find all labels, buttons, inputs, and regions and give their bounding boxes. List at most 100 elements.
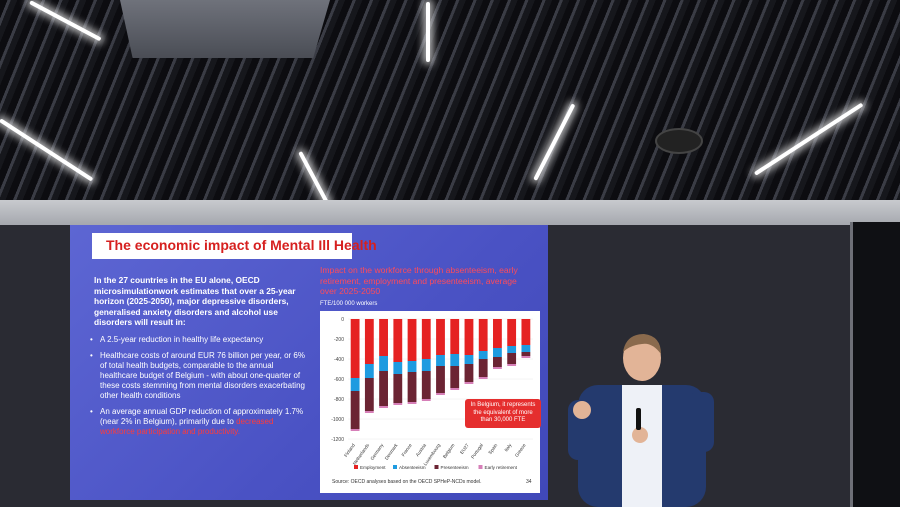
bar-segment-early-retirement bbox=[379, 406, 388, 408]
bar-segment-presenteeism bbox=[493, 357, 502, 367]
y-tick-label: -800 bbox=[334, 397, 344, 403]
bar-segment-early-retirement bbox=[421, 399, 431, 401]
x-tick-label: France bbox=[401, 442, 414, 457]
source-note: Source: OECD analyses based on the OECD … bbox=[332, 479, 482, 485]
legend-swatch bbox=[393, 465, 397, 469]
x-tick-label: Belgium bbox=[442, 443, 456, 460]
bar-segment-early-retirement bbox=[521, 356, 531, 358]
y-tick-label: -200 bbox=[334, 337, 344, 343]
presenter-shirt bbox=[622, 385, 662, 507]
bar-segment-presenteeism bbox=[450, 366, 460, 388]
legend-swatch bbox=[478, 465, 483, 469]
bar-segment-employment bbox=[450, 319, 460, 354]
bar-segment-absenteeism bbox=[493, 348, 502, 357]
x-tick-label: Finland bbox=[343, 442, 356, 458]
microphone-icon bbox=[636, 408, 641, 430]
bar-segment-absenteeism bbox=[436, 355, 445, 366]
bar-segment-employment bbox=[350, 319, 360, 378]
bullet-text: A 2.5-year reduction in healthy life exp… bbox=[100, 335, 264, 344]
presenter-right-arm bbox=[688, 392, 714, 452]
bar-segment-absenteeism bbox=[521, 345, 531, 352]
bar-segment-early-retirement bbox=[350, 429, 360, 431]
bullet-list: A 2.5-year reduction in healthy life exp… bbox=[90, 335, 310, 443]
bar-segment-presenteeism bbox=[364, 378, 374, 411]
bar-segment-presenteeism bbox=[350, 391, 360, 429]
bar-segment-early-retirement bbox=[478, 377, 488, 379]
bar-segment-presenteeism bbox=[436, 366, 445, 393]
bar-segment-absenteeism bbox=[478, 351, 488, 359]
projection-screen: The economic impact of Mental Ill Health… bbox=[70, 225, 548, 500]
bullet-highlight: decreased workforce participation and pr… bbox=[100, 417, 274, 436]
bar-segment-early-retirement bbox=[450, 388, 460, 390]
bar-segment-absenteeism bbox=[379, 356, 388, 371]
belgium-callout: In Belgium, it represents the equivalent… bbox=[465, 399, 541, 428]
legend-label: Absenteeism bbox=[399, 465, 426, 470]
y-tick-label: -400 bbox=[334, 357, 344, 363]
bar-segment-presenteeism bbox=[464, 364, 474, 382]
bar-segment-presenteeism bbox=[421, 371, 431, 399]
bar-segment-employment bbox=[436, 319, 445, 355]
bar-segment-early-retirement bbox=[507, 364, 517, 366]
y-tick-label: -1000 bbox=[331, 417, 344, 423]
x-tick-label: Austria bbox=[415, 442, 428, 457]
bar-segment-presenteeism bbox=[407, 372, 417, 402]
bar-segment-employment bbox=[493, 319, 502, 348]
bar-segment-employment bbox=[364, 319, 374, 364]
legend-label: Presenteeism bbox=[441, 465, 469, 470]
bar-segment-presenteeism bbox=[521, 352, 531, 356]
bar-segment-absenteeism bbox=[450, 354, 460, 366]
bar-segment-early-retirement bbox=[393, 403, 403, 405]
slide-intro: In the 27 countries in the EU alone, OEC… bbox=[94, 275, 296, 327]
bullet-item: Healthcare costs of around EUR 76 billio… bbox=[90, 351, 310, 401]
presenter-hair bbox=[623, 334, 661, 354]
legend-label: Employment bbox=[360, 465, 386, 470]
doorway bbox=[850, 222, 900, 507]
presenter-head bbox=[623, 335, 661, 381]
chart-unit: FTE/100 000 workers bbox=[320, 301, 378, 307]
bar-segment-absenteeism bbox=[393, 362, 403, 374]
y-tick-label: 0 bbox=[341, 317, 344, 323]
ceiling-panel bbox=[120, 0, 330, 58]
legend-label: Early retirement bbox=[485, 465, 518, 470]
legend-swatch bbox=[434, 465, 439, 469]
bar-segment-employment bbox=[478, 319, 488, 351]
ceiling-speaker bbox=[655, 128, 703, 154]
x-tick-label: EU27 bbox=[459, 442, 470, 455]
x-tick-label: Greece bbox=[514, 442, 527, 458]
y-tick-label: -600 bbox=[334, 377, 344, 383]
presenter-hand bbox=[632, 427, 648, 443]
title-bar bbox=[92, 233, 352, 259]
x-tick-label: Spain bbox=[487, 442, 498, 455]
bullet-item: An average annual GDP reduction of appro… bbox=[90, 407, 310, 437]
presenter bbox=[568, 334, 714, 507]
chart-title: Impact on the workforce through absentee… bbox=[320, 265, 518, 296]
bar-segment-presenteeism bbox=[507, 353, 517, 364]
bar-segment-absenteeism bbox=[364, 364, 374, 378]
x-tick-label: Italy bbox=[504, 442, 513, 452]
bar-segment-employment bbox=[421, 319, 431, 359]
bar-segment-presenteeism bbox=[393, 374, 403, 403]
bullet-item: A 2.5-year reduction in healthy life exp… bbox=[90, 335, 310, 345]
bullet-text: Healthcare costs of around EUR 76 billio… bbox=[100, 351, 305, 400]
bar-segment-early-retirement bbox=[436, 393, 445, 395]
bar-segment-absenteeism bbox=[407, 361, 417, 372]
presenter-hand bbox=[573, 401, 591, 419]
bar-segment-early-retirement bbox=[407, 402, 417, 404]
x-tick-label: Portugal bbox=[470, 443, 484, 460]
bar-segment-employment bbox=[407, 319, 417, 361]
bar-segment-presenteeism bbox=[379, 371, 388, 406]
bar-segment-employment bbox=[507, 319, 517, 346]
bar-segment-early-retirement bbox=[493, 367, 502, 369]
x-tick-label: Denmark bbox=[384, 442, 399, 461]
bar-segment-employment bbox=[464, 319, 474, 355]
y-tick-label: -1200 bbox=[331, 437, 344, 443]
stacked-bar-chart: 0-200-400-600-800-1000-1200FinlandNether… bbox=[331, 317, 533, 470]
bar-segment-employment bbox=[393, 319, 403, 362]
bar-segment-absenteeism bbox=[507, 346, 517, 353]
bar-segment-employment bbox=[521, 319, 531, 345]
bullet-text: An average annual GDP reduction of appro… bbox=[100, 407, 304, 426]
bar-segment-absenteeism bbox=[464, 355, 474, 364]
bar-segment-early-retirement bbox=[364, 411, 374, 413]
bar-segment-employment bbox=[379, 319, 388, 356]
bar-segment-early-retirement bbox=[464, 382, 474, 384]
